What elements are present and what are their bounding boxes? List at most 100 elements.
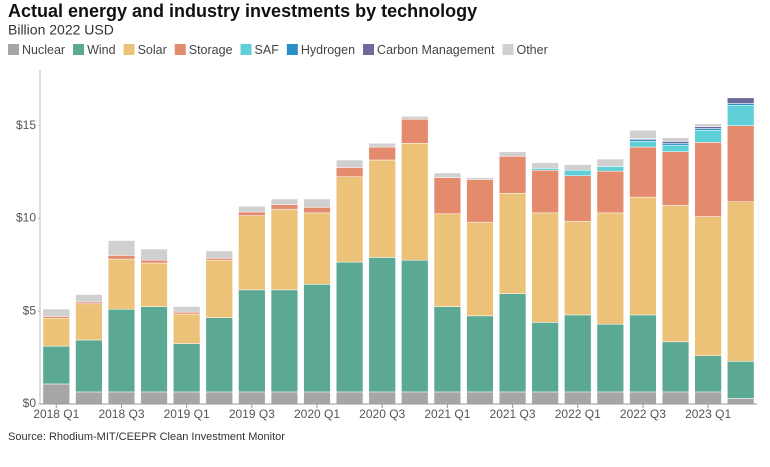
bar-segment xyxy=(205,259,233,318)
source-note: Source: Rhodium-MIT/CEEPR Clean Investme… xyxy=(8,431,285,443)
bar-segment xyxy=(694,142,722,217)
bar-segment xyxy=(140,391,168,405)
bar-segment xyxy=(368,159,396,258)
bar-segment xyxy=(401,118,429,144)
bar-segment xyxy=(466,221,494,317)
bar-segment xyxy=(564,169,592,177)
bar-segment xyxy=(238,215,266,291)
bar-segment xyxy=(661,143,690,146)
bar-segment xyxy=(564,175,592,222)
bar-segment xyxy=(661,137,690,142)
bar-segment xyxy=(661,391,690,405)
bar-segment xyxy=(564,164,592,171)
bar-segment xyxy=(531,391,559,405)
bar-segment xyxy=(629,314,657,393)
bar-segment xyxy=(498,391,527,405)
bar-segment xyxy=(368,391,396,405)
bar-segment xyxy=(336,391,364,405)
bar-segment xyxy=(368,146,396,161)
bar-segment xyxy=(596,212,624,325)
bar-segment xyxy=(694,216,722,357)
x-tick-label: 2022 Q3 xyxy=(620,407,666,421)
x-tick-label: 2021 Q1 xyxy=(424,407,470,421)
bar-segment xyxy=(401,143,429,261)
bar-segment xyxy=(727,398,755,405)
legend-label: Wind xyxy=(87,43,116,57)
bar-segment xyxy=(694,126,722,129)
bar-segment xyxy=(433,177,461,215)
bar-segment xyxy=(205,317,233,393)
bar-segment xyxy=(336,159,364,168)
bar-segment xyxy=(466,179,494,223)
bar-segment xyxy=(173,306,201,313)
bar-segment xyxy=(173,343,201,393)
bar-segment xyxy=(205,391,233,405)
legend-label: Nuclear xyxy=(22,43,65,57)
bar-segment xyxy=(727,361,755,399)
bar-segment xyxy=(531,322,559,393)
bar-segment xyxy=(303,207,331,214)
bar-segment xyxy=(727,97,755,104)
x-tick-label: 2023 Q1 xyxy=(685,407,731,421)
bar-segment xyxy=(727,103,755,106)
bar-segment xyxy=(336,261,364,393)
bar-segment xyxy=(173,311,201,315)
bar-segment xyxy=(270,204,299,210)
bar-segment xyxy=(531,169,559,214)
bar-segment xyxy=(661,341,690,393)
bar-segment xyxy=(596,166,624,172)
bar-segment xyxy=(42,318,70,347)
bar-segment xyxy=(238,289,266,393)
bar-segment xyxy=(694,355,722,393)
legend-label: Solar xyxy=(138,43,167,57)
bar-segment xyxy=(596,391,624,405)
bar-segment xyxy=(564,220,592,316)
bar-segment xyxy=(629,146,657,198)
bar-segment xyxy=(629,196,657,316)
legend-label: Other xyxy=(516,43,547,57)
bar-segment xyxy=(336,176,364,263)
bar-segment xyxy=(270,289,299,393)
bar-segment xyxy=(205,250,233,259)
legend-swatch xyxy=(174,44,186,55)
bar-segment xyxy=(303,198,331,208)
bar-segment xyxy=(433,306,461,393)
bar-segment xyxy=(303,212,331,285)
legend-swatch xyxy=(123,44,135,55)
bar-segment xyxy=(531,168,559,171)
bar-segment xyxy=(433,172,461,178)
bar-segment xyxy=(270,208,299,291)
bar-segment xyxy=(42,383,70,405)
bar-segment xyxy=(75,303,103,341)
bar-segment xyxy=(498,293,527,393)
bar-segment xyxy=(564,314,592,393)
bar-segment xyxy=(727,201,755,362)
legend-swatch xyxy=(286,44,298,55)
bar-segment xyxy=(107,308,136,393)
bar-segment xyxy=(727,125,755,202)
chart-title: Actual energy and industry investments b… xyxy=(8,1,477,21)
bar-segment xyxy=(107,255,136,260)
bar-segment xyxy=(140,259,168,264)
bar-segment xyxy=(75,391,103,405)
bar-segment xyxy=(531,162,559,169)
bar-segment xyxy=(205,258,233,261)
y-tick-label: $0 xyxy=(23,396,37,410)
legend-swatch xyxy=(240,44,252,55)
bar-segment xyxy=(629,139,657,142)
x-tick-label: 2022 Q1 xyxy=(555,407,601,421)
bar-segment xyxy=(466,315,494,393)
x-tick-label: 2021 Q3 xyxy=(490,407,536,421)
legend-label: SAF xyxy=(255,43,280,57)
x-tick-label: 2019 Q3 xyxy=(229,407,275,421)
legend-swatch xyxy=(8,44,19,55)
bar-segment xyxy=(596,158,624,167)
bar-segment xyxy=(140,248,168,261)
bar-segment xyxy=(629,391,657,405)
bar-segment xyxy=(401,391,429,405)
bar-segment xyxy=(107,258,136,310)
bar-segment xyxy=(694,130,722,143)
legend-label: Carbon Management xyxy=(377,43,495,57)
bar-segment xyxy=(303,391,331,405)
